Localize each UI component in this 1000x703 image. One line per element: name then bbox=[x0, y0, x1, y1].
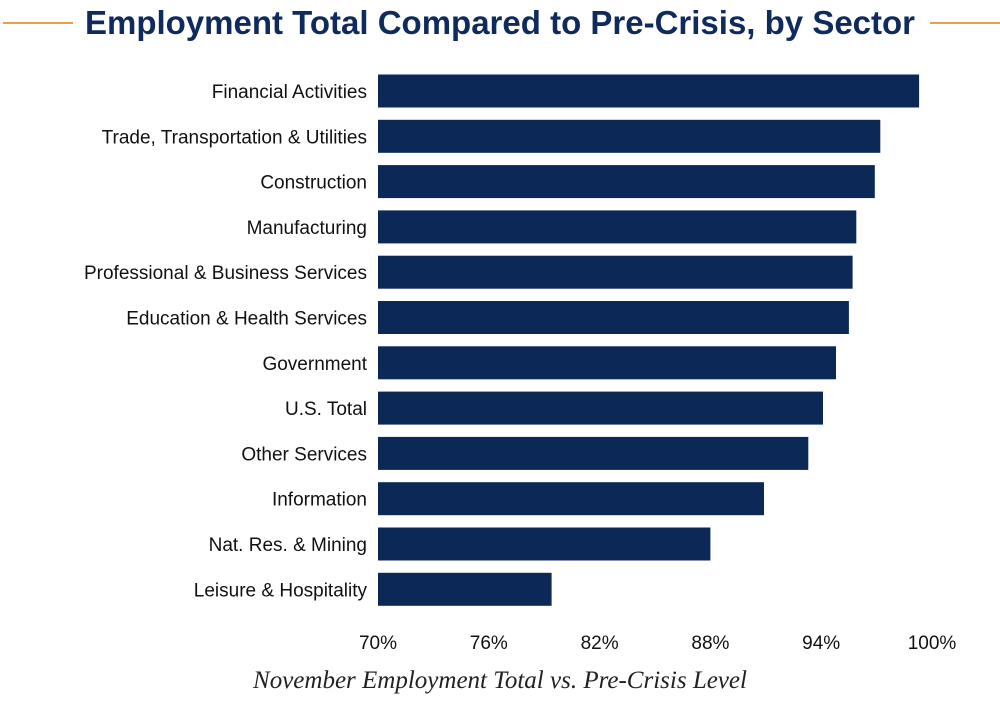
category-label: Manufacturing bbox=[247, 218, 367, 239]
bar-8 bbox=[378, 436, 809, 470]
bar-9 bbox=[378, 482, 764, 516]
category-label: Nat. Res. & Mining bbox=[209, 535, 367, 556]
bar-2 bbox=[378, 165, 875, 199]
bar-4 bbox=[378, 255, 853, 289]
x-tick-label: 76% bbox=[470, 633, 508, 654]
bar-10 bbox=[378, 527, 711, 561]
category-label: Financial Activities bbox=[212, 82, 367, 103]
bar-5 bbox=[378, 301, 849, 334]
bar-6 bbox=[378, 346, 836, 380]
bar-0 bbox=[378, 74, 920, 108]
bar-3 bbox=[378, 210, 857, 244]
bar-11 bbox=[378, 572, 552, 606]
x-tick-label: 70% bbox=[359, 633, 397, 654]
x-tick-label: 82% bbox=[581, 633, 619, 654]
category-label: Government bbox=[262, 354, 367, 375]
category-label: Other Services bbox=[241, 444, 367, 465]
chart-title: Employment Total Compared to Pre-Crisis,… bbox=[84, 4, 916, 41]
category-label: Construction bbox=[260, 173, 367, 194]
category-label: Information bbox=[272, 490, 367, 511]
title-rule-left bbox=[3, 22, 73, 24]
bar-1 bbox=[378, 119, 881, 153]
x-tick-label: 94% bbox=[802, 633, 840, 654]
category-label: U.S. Total bbox=[285, 399, 367, 420]
x-tick-label: 88% bbox=[691, 633, 729, 654]
category-label: Education & Health Services bbox=[126, 309, 367, 330]
x-axis-label: November Employment Total vs. Pre-Crisis… bbox=[253, 667, 747, 694]
bar-7 bbox=[378, 391, 823, 425]
title-row: Employment Total Compared to Pre-Crisis,… bbox=[0, 0, 1000, 50]
title-rule-right bbox=[930, 22, 1000, 24]
x-tick-label: 100% bbox=[908, 633, 957, 654]
category-label: Leisure & Hospitality bbox=[194, 580, 368, 601]
category-label: Professional & Business Services bbox=[84, 263, 367, 284]
category-label: Trade, Transportation & Utilities bbox=[102, 127, 367, 148]
